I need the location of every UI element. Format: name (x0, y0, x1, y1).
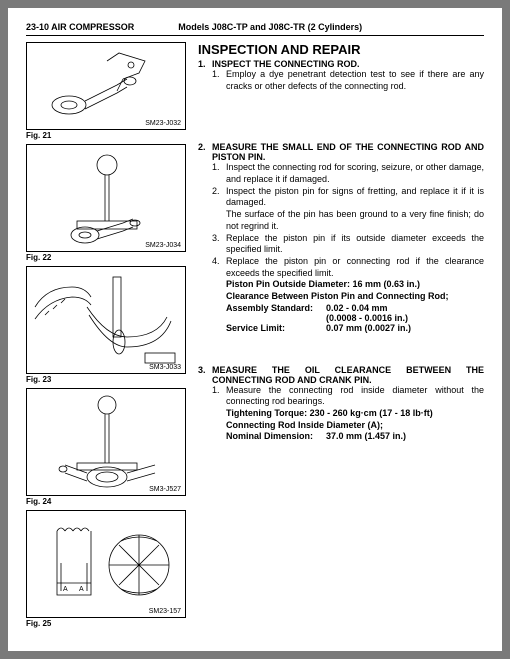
figure-label: Fig. 25 (26, 619, 186, 628)
figures-column: SM23-J032 Fig. 21 (26, 42, 186, 632)
spec: Connecting Rod Inside Diameter (A); (226, 420, 484, 432)
header-right: Models J08C-TP and J08C-TR (2 Cylinders) (178, 22, 362, 32)
figure-label: Fig. 22 (26, 253, 186, 262)
sub-text: The surface of the pin has been ground t… (226, 209, 484, 232)
sub-num: 4. (212, 256, 226, 279)
spec-label: Nominal Dimension: (226, 431, 326, 441)
spec-label: Assembly Standard: (226, 303, 326, 313)
spec-val: 0.07 mm (0.0027 in.) (326, 323, 411, 333)
section-title: INSPECT THE CONNECTING ROD. (212, 59, 484, 69)
page-header: 23-10 AIR COMPRESSOR Models J08C-TP and … (26, 22, 484, 36)
spec-val: 37.0 mm (1.457 in.) (326, 431, 406, 441)
figure-label: Fig. 21 (26, 131, 186, 140)
sub-text: Inspect the connecting rod for scoring, … (226, 162, 484, 185)
section-num: 2. (198, 142, 212, 162)
sub-num: 2. (212, 186, 226, 209)
sub-text: Inspect the piston pin for signs of fret… (226, 186, 484, 209)
spec-val: 0.02 - 0.04 mm (326, 303, 388, 313)
page: 23-10 AIR COMPRESSOR Models J08C-TP and … (8, 8, 502, 651)
section-1: 1. INSPECT THE CONNECTING ROD. 1. Employ… (198, 59, 484, 92)
section-title: MEASURE THE OIL CLEARANCE BETWEEN THE CO… (212, 365, 484, 385)
svg-text:A: A (63, 586, 68, 593)
header-left: 23-10 AIR COMPRESSOR (26, 22, 134, 32)
sub-text: Replace the piston pin or connecting rod… (226, 256, 484, 279)
figure-label: Fig. 24 (26, 497, 186, 506)
figure-code: SM3-J033 (149, 364, 181, 371)
svg-text:A: A (79, 586, 84, 593)
sub-text: Replace the piston pin if its outside di… (226, 233, 484, 256)
section-title: MEASURE THE SMALL END OF THE CONNECTING … (212, 142, 484, 162)
sub-num: 3. (212, 233, 226, 256)
sub-num: 1. (212, 162, 226, 185)
figure-label: Fig. 23 (26, 375, 186, 384)
figure-21: SM23-J032 (26, 42, 186, 130)
section-2: 2. MEASURE THE SMALL END OF THE CONNECTI… (198, 142, 484, 332)
sub-text: Employ a dye penetrant detection test to… (226, 69, 484, 92)
spec: Piston Pin Outside Diameter: 16 mm (0.63… (226, 279, 484, 291)
figure-code: SM23-J034 (145, 242, 181, 249)
figure-22: SM23-J034 (26, 144, 186, 252)
sub-num: 1. (212, 385, 226, 408)
figure-24: SM3-J527 (26, 388, 186, 496)
section-3: 3. MEASURE THE OIL CLEARANCE BETWEEN THE… (198, 365, 484, 442)
figure-code: SM3-J527 (149, 486, 181, 493)
figure-code: SM23-157 (149, 608, 181, 615)
spec-label: Service Limit: (226, 323, 326, 333)
sub-text: Measure the connecting rod inside diamet… (226, 385, 484, 408)
content: SM23-J032 Fig. 21 (26, 42, 484, 632)
sub-num: 1. (212, 69, 226, 92)
figure-code: SM23-J032 (145, 120, 181, 127)
page-title: INSPECTION AND REPAIR (198, 42, 484, 57)
figure-23: SM3-J033 (26, 266, 186, 374)
spec-val: (0.0008 - 0.0016 in.) (326, 313, 408, 323)
text-column: INSPECTION AND REPAIR 1. INSPECT THE CON… (186, 42, 484, 632)
section-num: 1. (198, 59, 212, 69)
spec: Tightening Torque: 230 - 260 kg·cm (17 -… (226, 408, 484, 420)
spec: Clearance Between Piston Pin and Connect… (226, 291, 484, 303)
figure-25: A A SM23-157 (26, 510, 186, 618)
section-num: 3. (198, 365, 212, 385)
